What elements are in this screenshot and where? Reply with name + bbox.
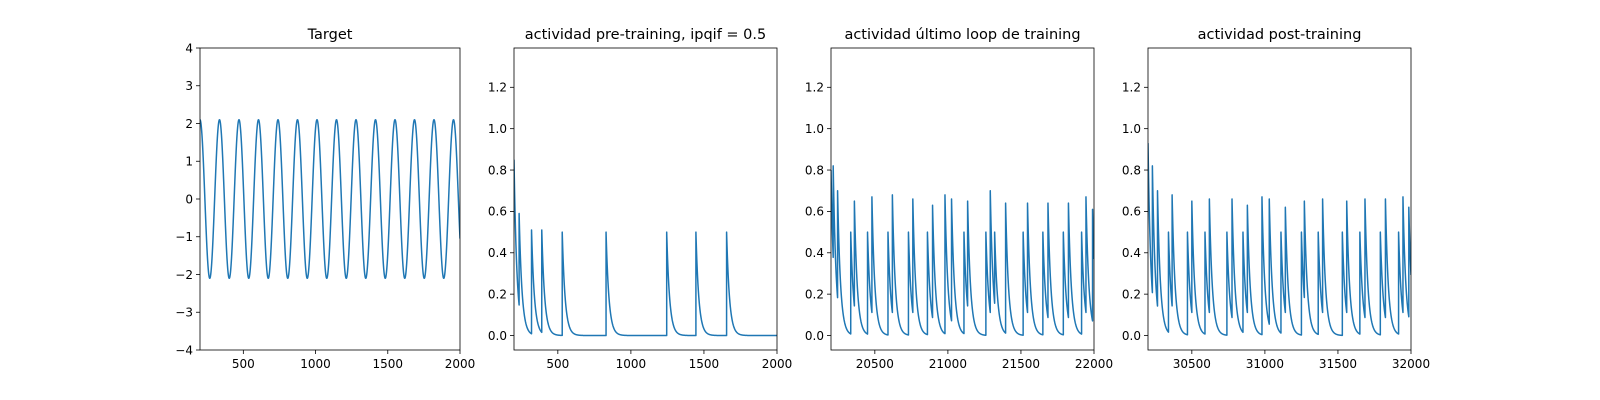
panel-last-training-loop: actividad último loop de training 20500 21… xyxy=(805,27,1113,371)
x-tick-label: 30500 xyxy=(1173,357,1211,371)
x-tick-label: 21000 xyxy=(929,357,967,371)
x-tick-label: 1000 xyxy=(616,357,647,371)
y-tick-label: 4 xyxy=(185,41,193,55)
y-tick-label: 0.8 xyxy=(1122,163,1141,177)
panel-target: Target 500 1000 1500 2000 −4 −3 −2 −1 0 1 2 3 4 xyxy=(175,27,475,371)
y-tick-label: 0.2 xyxy=(488,287,507,301)
y-tick-label: 1.0 xyxy=(488,122,507,136)
y-tick-label: 1.2 xyxy=(1122,81,1141,95)
x-tick-label: 22000 xyxy=(1075,357,1113,371)
y-tick-label: 3 xyxy=(185,79,193,93)
series-line xyxy=(1148,143,1411,337)
y-tick-label: 0.8 xyxy=(488,163,507,177)
panel-pre-training: actividad pre-training, ipqif = 0.5 500 10… xyxy=(488,27,792,371)
x-tick-label: 1000 xyxy=(300,357,331,371)
axes-frame xyxy=(830,47,1095,351)
y-tick-label: −4 xyxy=(175,343,193,357)
panel-post-training: actividad post-training 30500 31000 31500 32… xyxy=(1122,27,1430,371)
y-tick-label: −3 xyxy=(175,306,193,320)
x-tick-label: 32000 xyxy=(1392,357,1430,371)
y-tick-label: 0.6 xyxy=(488,205,507,219)
y-tick-label: −2 xyxy=(175,268,193,282)
axes-frame xyxy=(1147,47,1412,351)
axes-frame xyxy=(513,47,778,351)
x-tick-label: 2000 xyxy=(762,357,793,371)
y-tick-label: 1.2 xyxy=(488,81,507,95)
x-tick-label: 1500 xyxy=(689,357,720,371)
y-tick-label: 0 xyxy=(185,192,193,206)
y-tick-label: 1.0 xyxy=(1122,122,1141,136)
y-tick-label: 0.4 xyxy=(1122,246,1141,260)
chart-title: actividad post-training xyxy=(1198,27,1362,43)
x-tick-label: 31000 xyxy=(1246,357,1284,371)
x-tick-label: 20500 xyxy=(856,357,894,371)
x-tick-label: 500 xyxy=(546,357,569,371)
series-line xyxy=(831,165,1094,337)
x-tick-label: 500 xyxy=(232,357,255,371)
chart-title: Target xyxy=(307,27,353,43)
series-line xyxy=(200,118,460,279)
x-tick-label: 21500 xyxy=(1002,357,1040,371)
y-tick-label: 2 xyxy=(185,117,193,131)
series-line xyxy=(514,159,777,337)
y-tick-label: 0.4 xyxy=(805,246,824,260)
y-tick-label: 0.8 xyxy=(805,163,824,177)
x-tick-label: 2000 xyxy=(445,357,476,371)
y-tick-label: 0.6 xyxy=(1122,205,1141,219)
y-tick-label: −1 xyxy=(175,230,193,244)
y-tick-label: 1.0 xyxy=(805,122,824,136)
y-tick-label: 0.0 xyxy=(805,329,824,343)
chart-title: actividad último loop de training xyxy=(844,27,1080,43)
y-tick-label: 0.4 xyxy=(488,246,507,260)
y-tick-label: 1 xyxy=(185,155,193,169)
y-tick-label: 0.2 xyxy=(1122,287,1141,301)
y-tick-label: 0.2 xyxy=(805,287,824,301)
y-tick-label: 0.0 xyxy=(1122,329,1141,343)
x-tick-label: 31500 xyxy=(1319,357,1357,371)
y-tick-label: 0.0 xyxy=(488,329,507,343)
y-tick-label: 1.2 xyxy=(805,81,824,95)
x-tick-label: 1500 xyxy=(373,357,404,371)
y-tick-label: 0.6 xyxy=(805,205,824,219)
chart-title: actividad pre-training, ipqif = 0.5 xyxy=(525,27,766,43)
